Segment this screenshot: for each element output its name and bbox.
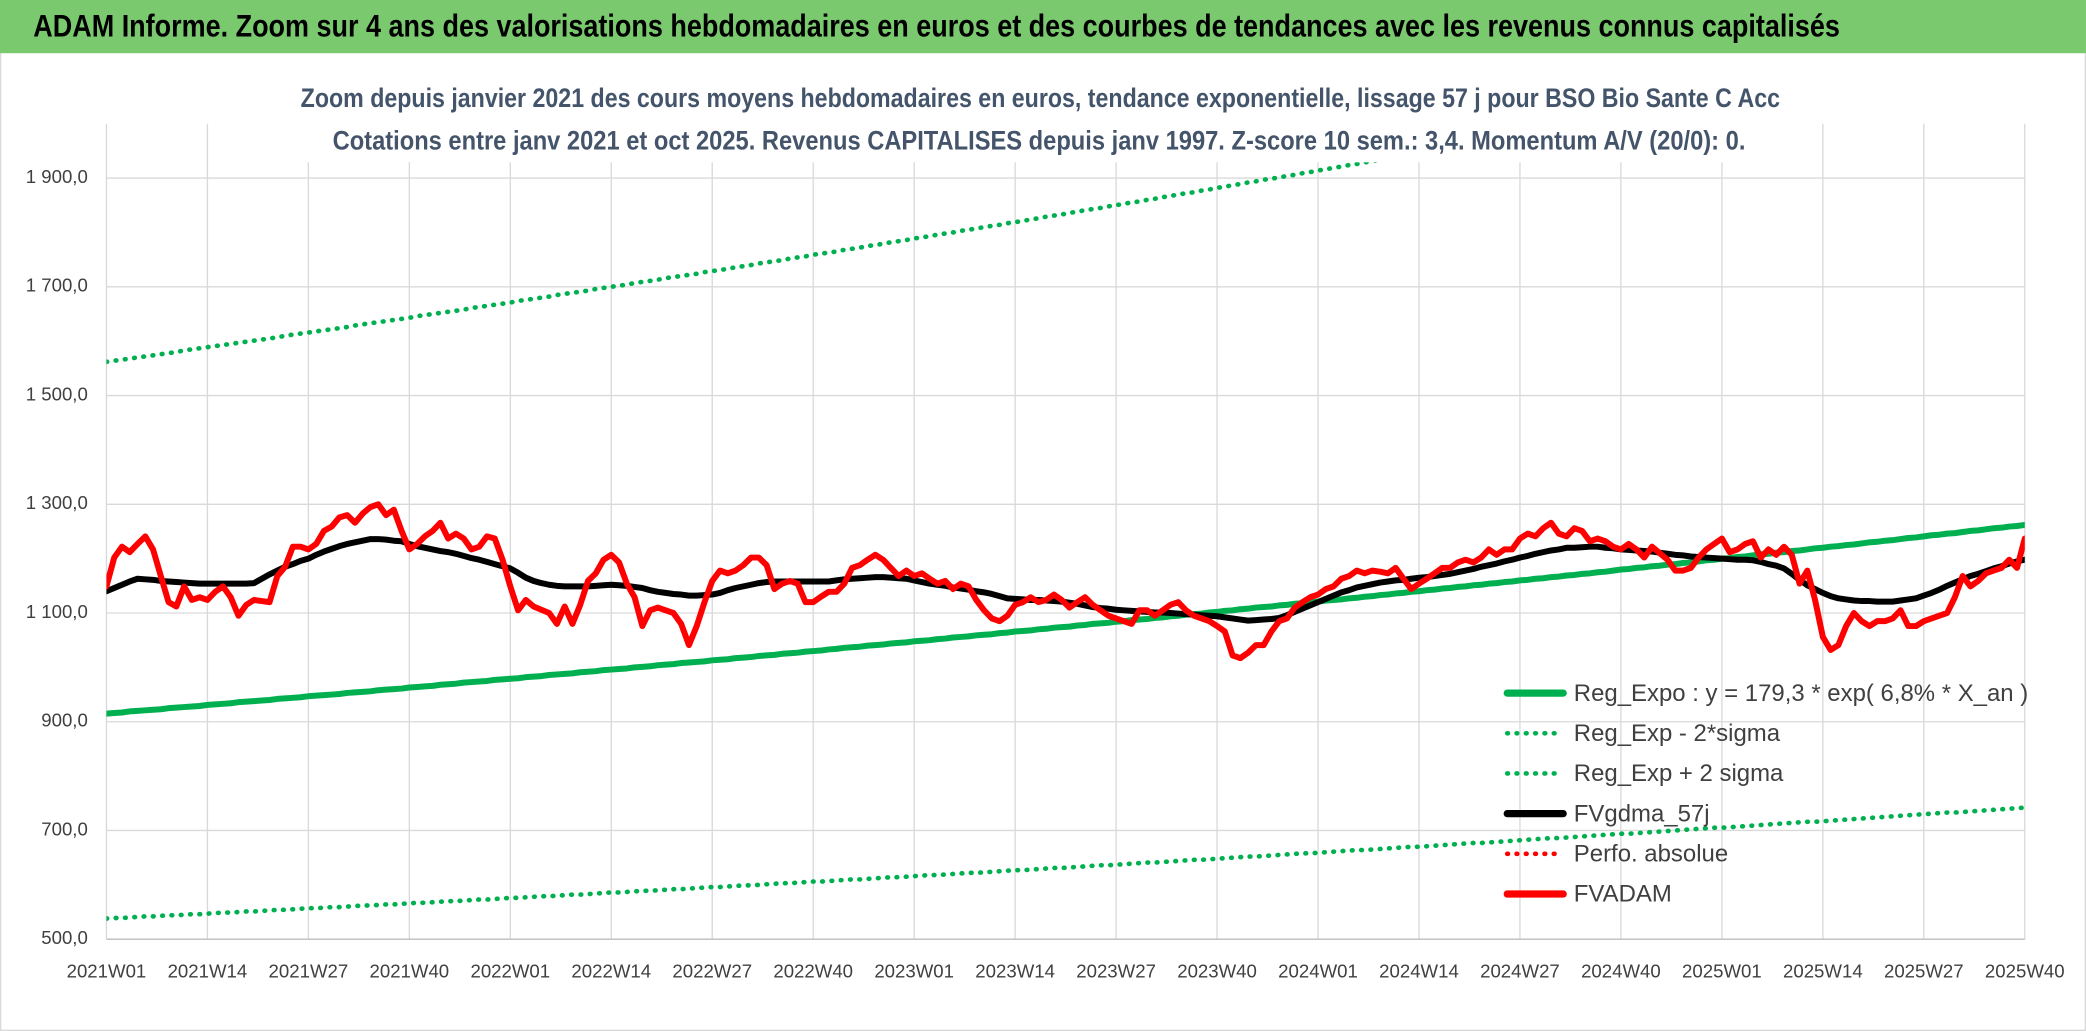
y-tick-label: 1 500,0 bbox=[26, 383, 88, 404]
y-tick-label: 1 100,0 bbox=[26, 601, 88, 622]
x-tick-label: 2023W27 bbox=[1076, 960, 1156, 981]
legend-label: Perfo. absolue bbox=[1574, 840, 1728, 867]
series-line bbox=[106, 501, 2025, 662]
x-tick-label: 2025W27 bbox=[1884, 960, 1964, 981]
x-tick-label: 2023W01 bbox=[874, 960, 954, 981]
x-tick-label: 2025W40 bbox=[1985, 960, 2065, 981]
x-tick-label: 2025W14 bbox=[1783, 960, 1863, 981]
y-tick-label: 1 300,0 bbox=[26, 492, 88, 513]
x-tick-label: 2023W14 bbox=[975, 960, 1055, 981]
banner-title: ADAM Informe. Zoom sur 4 ans des valoris… bbox=[33, 7, 1840, 43]
series-line bbox=[106, 805, 2025, 921]
x-tick-label: 2024W01 bbox=[1278, 960, 1358, 981]
title-backdrop bbox=[290, 77, 1791, 163]
legend-label: Reg_Exp + 2 sigma bbox=[1574, 760, 1784, 787]
x-tick-label: 2022W01 bbox=[470, 960, 550, 981]
plot-area bbox=[106, 123, 2025, 921]
x-tick-label: 2022W40 bbox=[773, 960, 853, 981]
y-tick-label: 900,0 bbox=[41, 710, 88, 731]
legend-label: FVADAM bbox=[1574, 881, 1672, 908]
x-tick-label: 2024W14 bbox=[1379, 960, 1459, 981]
y-tick-label: 1 700,0 bbox=[26, 275, 88, 296]
grid bbox=[105, 123, 2026, 940]
legend-label: FVgdma_57j bbox=[1574, 800, 1710, 827]
y-tick-label: 1 900,0 bbox=[26, 166, 88, 187]
x-tick-label: 2021W27 bbox=[269, 960, 349, 981]
y-tick-label: 500,0 bbox=[41, 927, 88, 948]
x-tick-label: 2021W40 bbox=[370, 960, 450, 981]
banner bbox=[0, 0, 2086, 54]
axes: 500,0 700,0 900,0 1 100,0 1 300,0 1 500,0 1 70… bbox=[26, 166, 2065, 981]
legend-label: Reg_Expo : y = 179,3 * exp( 6,8% * X_an … bbox=[1574, 680, 2028, 707]
x-tick-label: 2025W01 bbox=[1682, 960, 1762, 981]
x-tick-label: 2024W27 bbox=[1480, 960, 1560, 981]
x-tick-label: 2024W40 bbox=[1581, 960, 1661, 981]
chart-subtitle: Cotations entre janv 2021 et oct 2025. R… bbox=[333, 125, 1746, 155]
series-line bbox=[106, 123, 1594, 365]
legend: Reg_Expo : y = 179,3 * exp( 6,8% * X_an … bbox=[1503, 680, 2028, 908]
y-tick-label: 700,0 bbox=[41, 818, 88, 839]
x-tick-label: 2021W01 bbox=[67, 960, 147, 981]
chart-title: Zoom depuis janvier 2021 des cours moyen… bbox=[301, 83, 1780, 113]
x-tick-label: 2022W14 bbox=[571, 960, 651, 981]
x-tick-label: 2022W27 bbox=[672, 960, 752, 981]
legend-label: Reg_Exp - 2*sigma bbox=[1574, 720, 1781, 747]
x-tick-label: 2023W40 bbox=[1177, 960, 1257, 981]
x-tick-label: 2021W14 bbox=[168, 960, 248, 981]
